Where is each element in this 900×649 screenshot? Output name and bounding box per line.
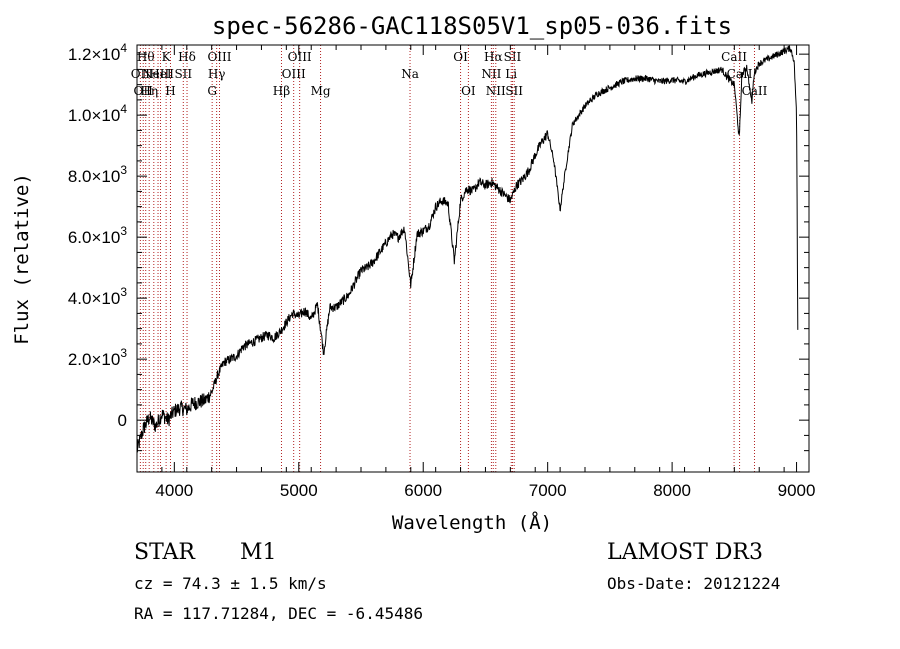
- spectrum-chart: spec-56286-GAC118S05V1_sp05-036.fits OII…: [11, 12, 816, 534]
- line-label: OII: [131, 67, 151, 81]
- line-label: OI: [453, 50, 468, 64]
- y-tick-label: 6.0×103: [68, 224, 127, 247]
- axis-ticks: 4000 5000 6000 7000 8000 9000 0 2.0×103 4.0×103 6…: [68, 41, 816, 500]
- y-tick-label: 0: [118, 411, 127, 430]
- x-tick-label: 5000: [280, 481, 318, 500]
- x-tick-label: 7000: [529, 481, 567, 500]
- line-label: Mg: [311, 84, 331, 98]
- line-label: Hδ: [178, 50, 196, 64]
- x-axis-label: Wavelength (Å): [392, 511, 552, 534]
- line-label: Hα: [484, 50, 503, 64]
- line-label: H: [165, 84, 175, 98]
- y-tick-label: 1.2×104: [68, 41, 127, 64]
- line-label: K: [162, 50, 172, 64]
- line-label: G: [207, 84, 217, 98]
- y-axis-label: Flux (relative): [11, 173, 33, 345]
- spectrum-line: [136, 45, 799, 453]
- line-label: HeI: [149, 67, 172, 81]
- line-label: Hη: [140, 84, 158, 98]
- object-class: STAR: [134, 540, 195, 565]
- line-label: SII: [505, 84, 523, 98]
- line-label: NeIII: [142, 67, 174, 81]
- line-label: OI: [461, 84, 476, 98]
- line-label: Li: [505, 67, 517, 81]
- x-tick-label: 9000: [778, 481, 816, 500]
- plot-frame: [136, 44, 810, 473]
- y-tick-label: 4.0×103: [68, 285, 127, 308]
- x-tick-label: 6000: [404, 481, 442, 500]
- observation-date: Obs-Date: 20121224: [607, 574, 781, 593]
- line-label: CaII: [742, 84, 768, 98]
- line-label: Hγ: [208, 67, 226, 81]
- line-label: NII: [486, 84, 506, 98]
- y-tick-label: 2.0×103: [68, 346, 127, 369]
- y-tick-label: 1.0×104: [68, 102, 127, 125]
- x-tick-label: 4000: [155, 481, 193, 500]
- line-label: OIII: [282, 67, 306, 81]
- line-label: Na: [401, 67, 419, 81]
- line-label: SII: [174, 67, 192, 81]
- line-label: SII: [504, 50, 522, 64]
- chart-title: spec-56286-GAC118S05V1_sp05-036.fits: [212, 12, 732, 40]
- y-tick-label: 8.0×103: [68, 163, 127, 186]
- line-label: Hθ: [137, 50, 155, 64]
- series-layer: [136, 45, 799, 453]
- line-label: CaII: [721, 50, 747, 64]
- sky-coordinates: RA = 117.71284, DEC = -6.45486: [134, 604, 423, 623]
- x-tick-label: 8000: [653, 481, 691, 500]
- redshift-velocity: cz = 74.3 ± 1.5 km/s: [134, 574, 327, 593]
- line-label: Hβ: [273, 84, 290, 98]
- line-label: OIII: [207, 50, 231, 64]
- line-label: OIII: [288, 50, 312, 64]
- survey-name: LAMOST DR3: [607, 540, 763, 565]
- line-label: NII: [481, 67, 501, 81]
- line-label: OII: [134, 84, 154, 98]
- object-subclass: M1: [240, 540, 277, 565]
